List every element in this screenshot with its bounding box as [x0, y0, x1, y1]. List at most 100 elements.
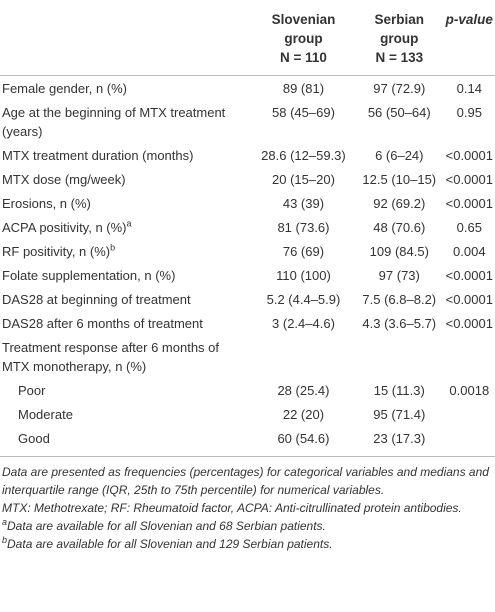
value-cell: 97 (73)	[355, 263, 444, 287]
value-cell: 110 (100)	[252, 263, 355, 287]
column-title: p-value	[445, 12, 493, 27]
value-cell: 81 (73.6)	[252, 215, 355, 239]
value-cell: <0.0001	[444, 287, 495, 311]
row-label-cell: RF positivity, n (%)b	[0, 239, 252, 263]
footnote-mark: b	[2, 534, 8, 545]
cell-value: 23 (17.3)	[373, 430, 426, 446]
row-label: DAS28 at beginning of treatment	[2, 291, 191, 307]
table-row: Female gender, n (%) 89 (81) 97 (72.9) 0.14	[0, 76, 495, 101]
value-cell: 12.5 (10–15)	[355, 167, 444, 191]
value-cell: 0.0018	[444, 378, 495, 402]
row-label: Age at the beginning of MTX treatment (y…	[2, 104, 226, 139]
cell-value: 48 (70.6)	[373, 219, 426, 235]
cell-value: 97 (73)	[378, 267, 420, 283]
cell-value: 5.2 (4.4–5.9)	[266, 291, 341, 307]
column-n: N = 110	[280, 50, 327, 65]
value-cell: 28.6 (12–59.3)	[252, 143, 355, 167]
row-label: DAS28 after 6 months of treatment	[2, 315, 203, 331]
cell-value: 0.004	[453, 243, 486, 259]
value-cell: 7.5 (6.8–8.2)	[355, 287, 444, 311]
row-label: Erosions, n (%)	[2, 195, 91, 211]
cell-value: 56 (50–64)	[367, 104, 431, 120]
cell-value: 110 (100)	[276, 267, 331, 283]
cell-value: 28 (25.4)	[277, 382, 330, 398]
cell-value: 3 (2.4–4.6)	[272, 315, 335, 331]
footnote-marker: a	[126, 218, 132, 229]
value-cell: 0.004	[444, 239, 495, 263]
table-row: ACPA positivity, n (%)a 81 (73.6) 48 (70.6…	[0, 215, 495, 239]
table-row: MTX treatment duration (months) 28.6 (12–…	[0, 143, 495, 167]
cell-value: 4.3 (3.6–5.7)	[362, 315, 437, 331]
value-cell	[444, 335, 495, 378]
cell-value: 81 (73.6)	[277, 219, 330, 235]
cell-value: 7.5 (6.8–8.2)	[362, 291, 437, 307]
footnote-text: Data are available for all Slovenian and…	[7, 518, 326, 533]
cell-value: 28.6 (12–59.3)	[261, 147, 346, 163]
cell-value: <0.0001	[445, 195, 493, 211]
footnote: MTX: Methotrexate; RF: Rheumatoid factor…	[2, 499, 493, 517]
table-header: Slovenian group N = 110 Serbian group N = 1…	[0, 4, 495, 76]
value-cell: 0.95	[444, 100, 495, 143]
value-cell: 48 (70.6)	[355, 215, 444, 239]
table-row: Moderate 22 (20) 95 (71.4)	[0, 402, 495, 426]
row-label-cell: Poor	[0, 378, 252, 402]
row-label-cell: Treatment response after 6 months of MTX…	[0, 335, 252, 378]
header-row: Slovenian group N = 110 Serbian group N = 1…	[0, 4, 495, 76]
row-label: Female gender, n (%)	[2, 80, 128, 96]
value-cell: 20 (15–20)	[252, 167, 355, 191]
row-label-cell: Good	[0, 426, 252, 457]
value-cell: 5.2 (4.4–5.9)	[252, 287, 355, 311]
table-row: Folate supplementation, n (%) 110 (100) 97…	[0, 263, 495, 287]
value-cell: 3 (2.4–4.6)	[252, 311, 355, 335]
value-cell: 43 (39)	[252, 191, 355, 215]
footnote-mark: a	[2, 516, 8, 527]
value-cell: <0.0001	[444, 311, 495, 335]
column-title: Slovenian group	[271, 12, 336, 46]
table-row: MTX dose (mg/week) 20 (15–20) 12.5 (10–15)…	[0, 167, 495, 191]
value-cell: 76 (69)	[252, 239, 355, 263]
value-cell: <0.0001	[444, 167, 495, 191]
footnote: bData are available for all Slovenian an…	[2, 535, 493, 553]
header-cell: Serbian group N = 133	[354, 4, 444, 76]
row-label: RF positivity, n (%)	[2, 243, 111, 259]
footnote-text: MTX: Methotrexate; RF: Rheumatoid factor…	[2, 500, 462, 515]
cell-value: 95 (71.4)	[373, 406, 426, 422]
footnote-text: Data are presented as frequencies (perce…	[2, 464, 489, 497]
value-cell: 56 (50–64)	[355, 100, 444, 143]
cell-value: <0.0001	[445, 267, 493, 283]
row-label-cell: ACPA positivity, n (%)a	[0, 215, 252, 239]
header-cell: Slovenian group N = 110	[252, 4, 355, 76]
cell-value: 15 (11.3)	[373, 382, 425, 398]
header-cell	[0, 4, 252, 76]
value-cell: <0.0001	[444, 143, 495, 167]
row-label: Moderate	[18, 406, 73, 422]
cell-value: <0.0001	[445, 147, 493, 163]
row-label: Folate supplementation, n (%)	[2, 267, 176, 283]
footnotes: Data are presented as frequencies (perce…	[0, 457, 495, 553]
value-cell: 0.14	[444, 76, 495, 101]
cell-value: 58 (45–69)	[272, 104, 335, 120]
value-cell	[252, 335, 355, 378]
column-title: Serbian group	[374, 12, 425, 46]
cell-value: <0.0001	[445, 315, 493, 331]
row-label-cell: Erosions, n (%)	[0, 191, 252, 215]
table-row: Age at the beginning of MTX treatment (y…	[0, 100, 495, 143]
row-label: MTX treatment duration (months)	[2, 147, 194, 163]
table-row: Erosions, n (%) 43 (39) 92 (69.2) <0.0001	[0, 191, 495, 215]
value-cell: 60 (54.6)	[252, 426, 355, 457]
row-label: Treatment response after 6 months of MTX…	[2, 339, 220, 374]
cell-value: 60 (54.6)	[277, 430, 330, 446]
value-cell	[444, 402, 495, 426]
value-cell: <0.0001	[444, 191, 495, 215]
cell-value: 6 (6–24)	[375, 147, 424, 163]
value-cell: 15 (11.3)	[355, 378, 444, 402]
value-cell: 109 (84.5)	[355, 239, 444, 263]
row-label-cell: Moderate	[0, 402, 252, 426]
column-n: N = 133	[375, 50, 424, 65]
row-label: ACPA positivity, n (%)	[2, 219, 127, 235]
table-row: Good 60 (54.6) 23 (17.3)	[0, 426, 495, 457]
header-cell: p-value	[443, 4, 495, 76]
footnote-text: Data are available for all Slovenian and…	[7, 536, 333, 551]
row-label-cell: MTX treatment duration (months)	[0, 143, 252, 167]
value-cell: 28 (25.4)	[252, 378, 355, 402]
